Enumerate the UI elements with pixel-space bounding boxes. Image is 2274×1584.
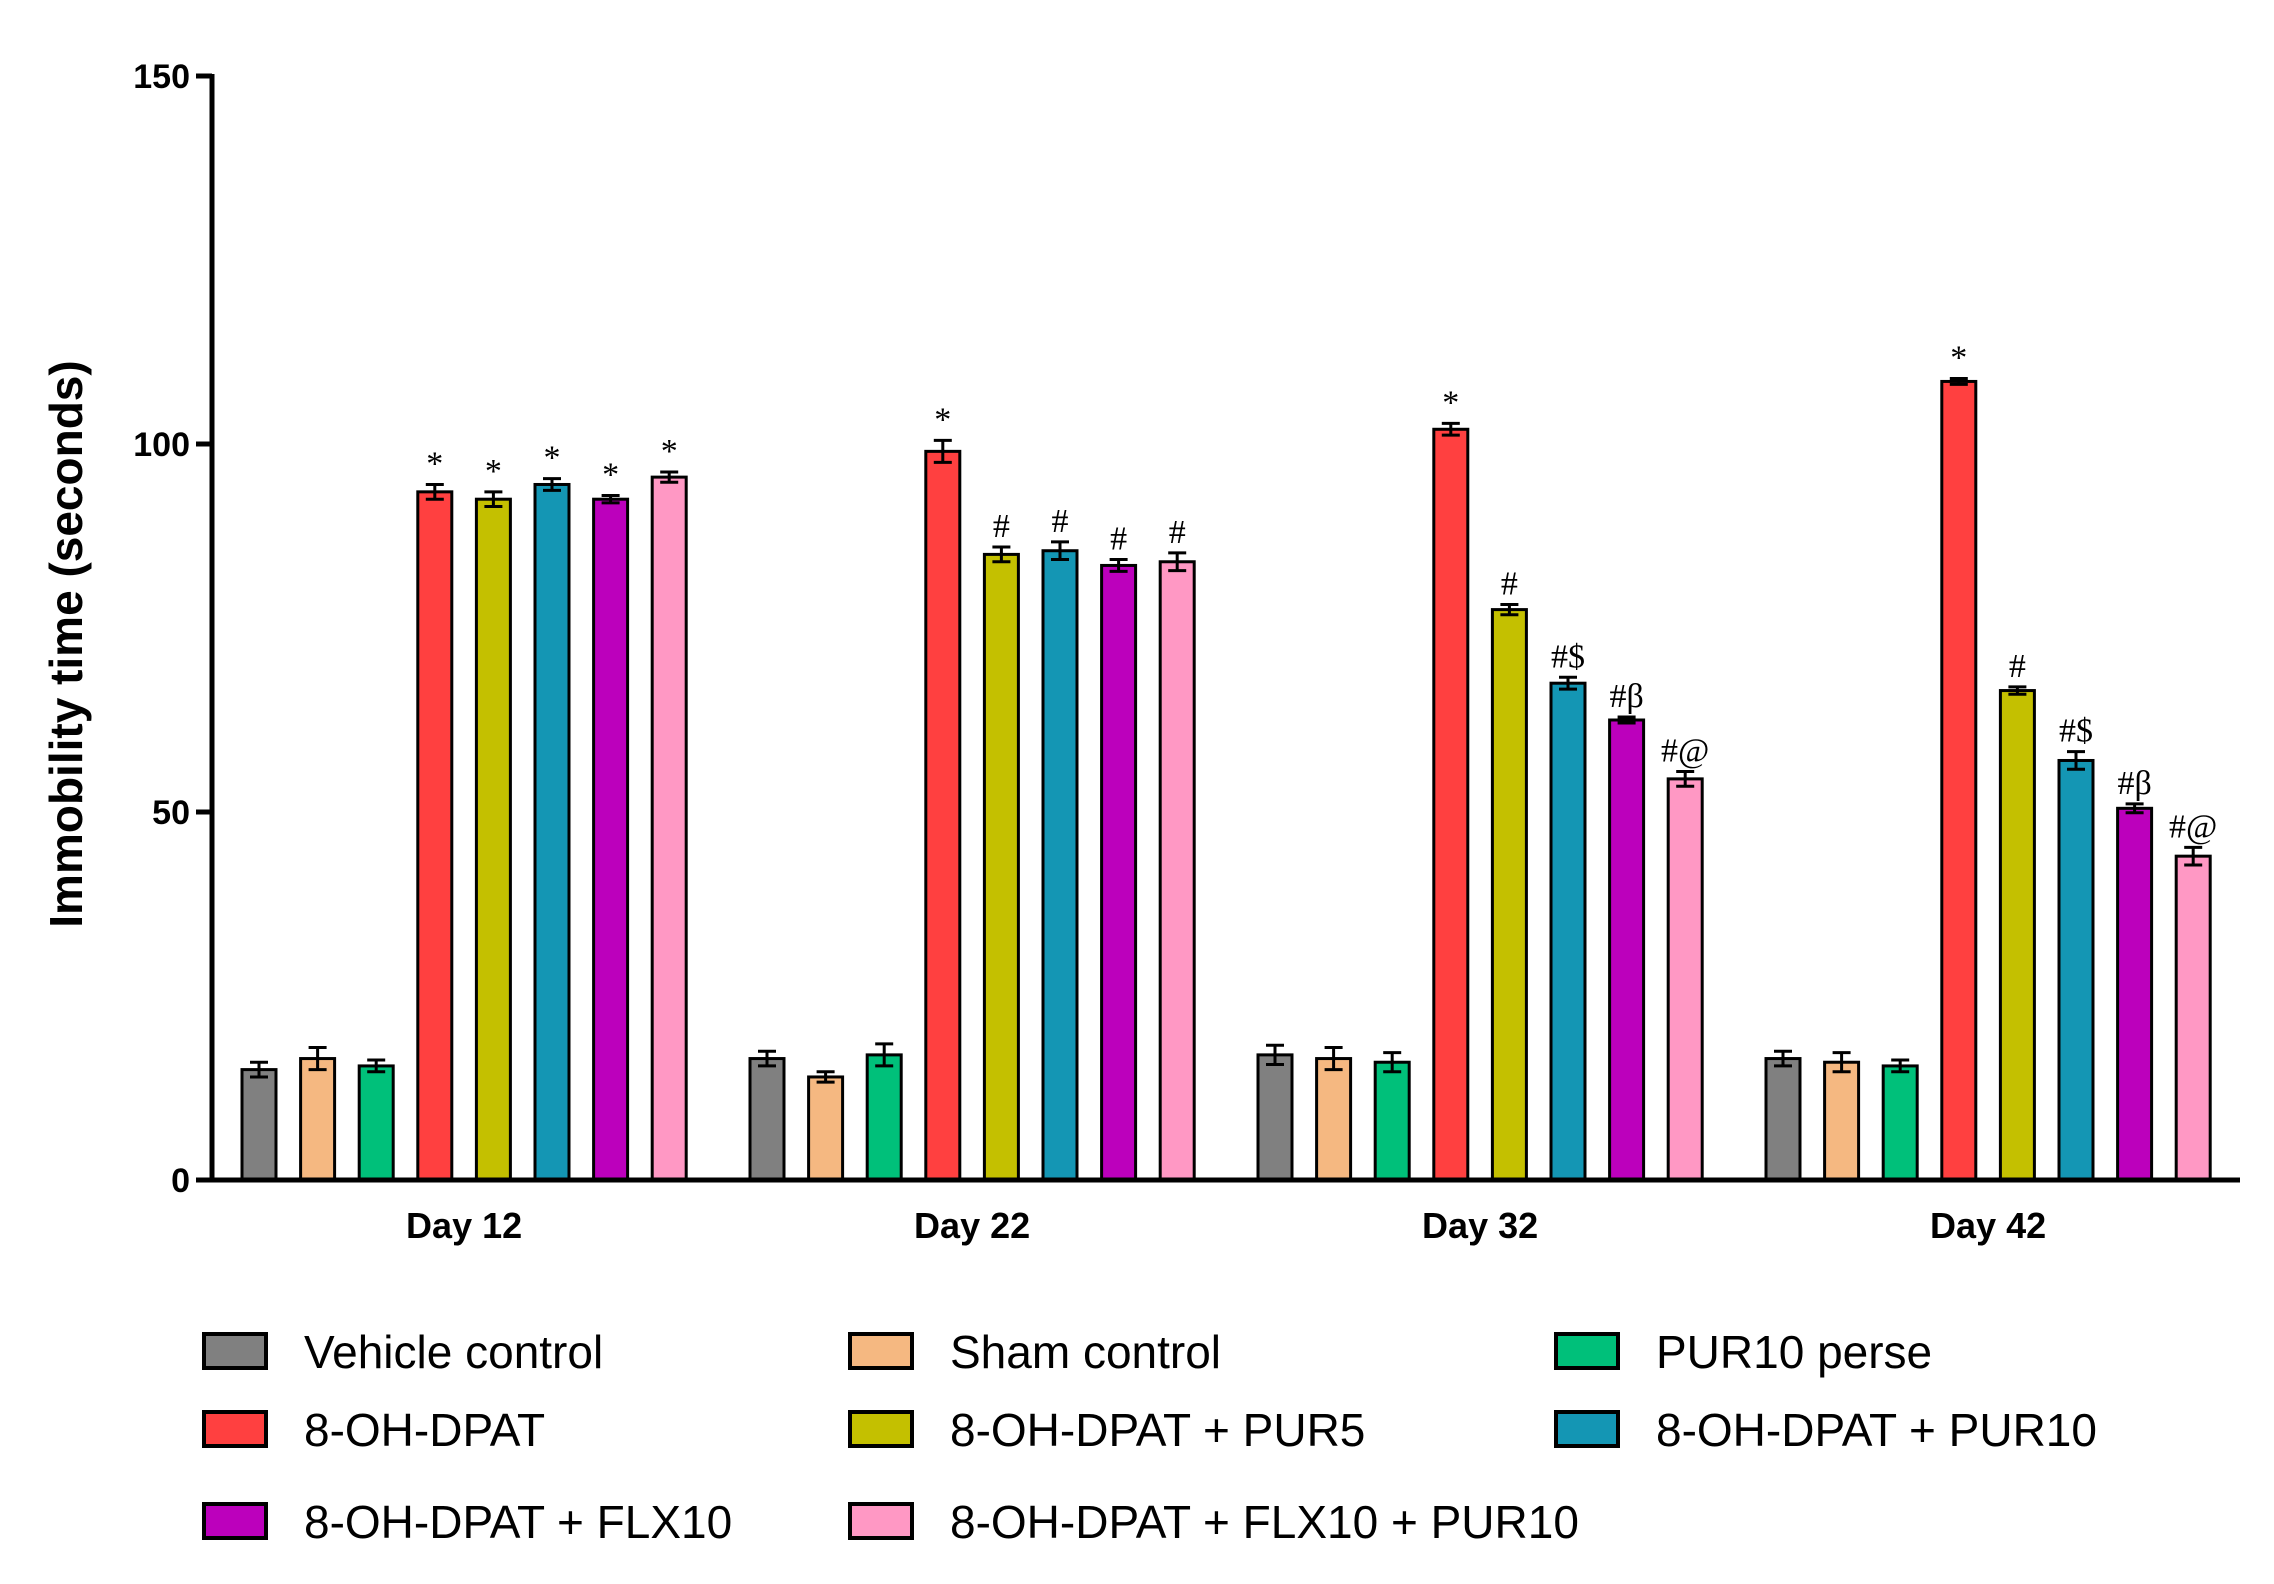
significance-label: #@ — [1661, 733, 1709, 770]
legend-label-6: 8-OH-DPAT + PUR10 — [1656, 1404, 2097, 1456]
bar-2-day-22 — [807, 1075, 845, 1182]
bar-3-day-12 — [357, 1064, 395, 1182]
legend: Vehicle control Sham control PUR10 perse 8-… — [202, 1326, 2097, 1548]
legend-swatch-8 — [848, 1502, 914, 1540]
legend-label-8: 8-OH-DPAT + FLX10 + PUR10 — [950, 1496, 1579, 1548]
bar-4-day-32 — [1432, 427, 1470, 1182]
bar-6-day-12 — [533, 482, 571, 1182]
significance-label: # — [1052, 503, 1069, 540]
bar-5-day-32 — [1490, 608, 1528, 1182]
bar-6-day-32 — [1549, 681, 1587, 1182]
bar-1-day-42 — [1764, 1057, 1802, 1182]
bar-7-day-22 — [1100, 563, 1138, 1182]
significance-label: # — [1169, 514, 1186, 551]
significance-label: #@ — [2169, 808, 2217, 845]
plot-area: 0 50 100 150 * * * * * Day 12 * # # # # Day 22 * # #$ #β #@ D… — [133, 58, 2217, 1246]
legend-swatch-5 — [848, 1410, 914, 1448]
bar-7-day-42 — [2116, 806, 2154, 1182]
y-tick-label-50: 50 — [152, 794, 190, 832]
x-tick-label-day-12: Day 12 — [406, 1205, 522, 1246]
bar-1-day-32 — [1256, 1053, 1294, 1182]
x-tick-label-day-42: Day 42 — [1930, 1205, 2046, 1246]
significance-label: # — [1501, 565, 1518, 602]
significance-label: #β — [2117, 765, 2151, 802]
bar-4-day-12 — [416, 490, 454, 1182]
significance-label: #β — [1609, 678, 1643, 715]
bar-7-day-12 — [592, 497, 630, 1182]
significance-label: #$ — [1551, 638, 1585, 675]
bar-5-day-22 — [982, 552, 1020, 1182]
bar-8-day-22 — [1158, 560, 1196, 1182]
y-tick-label-150: 150 — [133, 58, 190, 96]
significance-label: * — [661, 433, 678, 470]
bar-3-day-32 — [1373, 1060, 1411, 1182]
legend-swatch-4 — [202, 1410, 268, 1448]
legend-label-1: Vehicle control — [304, 1326, 603, 1378]
y-tick-label-0: 0 — [171, 1162, 190, 1200]
y-axis-title: Immobility time (seconds) — [40, 360, 92, 927]
significance-label: * — [602, 457, 619, 494]
legend-swatch-2 — [848, 1332, 914, 1370]
bar-1-day-12 — [240, 1068, 278, 1182]
bar-2-day-32 — [1315, 1057, 1353, 1182]
legend-label-3: PUR10 perse — [1656, 1326, 1932, 1378]
legend-swatch-1 — [202, 1332, 268, 1370]
bar-8-day-12 — [650, 475, 688, 1182]
significance-label: # — [2009, 648, 2026, 685]
x-tick-label-day-22: Day 22 — [914, 1205, 1030, 1246]
bar-2-day-12 — [299, 1057, 337, 1182]
bar-6-day-42 — [2057, 758, 2095, 1182]
legend-label-5: 8-OH-DPAT + PUR5 — [950, 1404, 1365, 1456]
bar-5-day-42 — [1998, 689, 2036, 1182]
significance-label: * — [934, 401, 951, 438]
x-tick-label-day-32: Day 32 — [1422, 1205, 1538, 1246]
legend-swatch-3 — [1554, 1332, 1620, 1370]
bar-1-day-22 — [748, 1057, 786, 1182]
significance-label: # — [1110, 521, 1127, 558]
legend-label-7: 8-OH-DPAT + FLX10 — [304, 1496, 732, 1548]
bar-6-day-22 — [1041, 549, 1079, 1182]
legend-label-2: Sham control — [950, 1326, 1221, 1378]
significance-label: * — [1442, 384, 1459, 421]
bar-5-day-12 — [474, 497, 512, 1182]
y-tick-label-100: 100 — [133, 426, 190, 464]
significance-label: * — [1950, 339, 1967, 376]
bar-2-day-42 — [1823, 1060, 1861, 1182]
significance-label: * — [426, 445, 443, 482]
significance-label: # — [993, 508, 1010, 545]
significance-label: #$ — [2059, 713, 2093, 750]
bar-4-day-22 — [924, 449, 962, 1182]
bar-3-day-22 — [865, 1053, 903, 1182]
bar-8-day-32 — [1666, 777, 1704, 1182]
bar-7-day-32 — [1608, 718, 1646, 1182]
bar-8-day-42 — [2174, 854, 2212, 1182]
significance-label: * — [485, 453, 502, 490]
legend-swatch-7 — [202, 1502, 268, 1540]
significance-label: * — [544, 440, 561, 477]
bar-3-day-42 — [1881, 1064, 1919, 1182]
legend-label-4: 8-OH-DPAT — [304, 1404, 545, 1456]
bar-4-day-42 — [1940, 379, 1978, 1182]
legend-swatch-6 — [1554, 1410, 1620, 1448]
